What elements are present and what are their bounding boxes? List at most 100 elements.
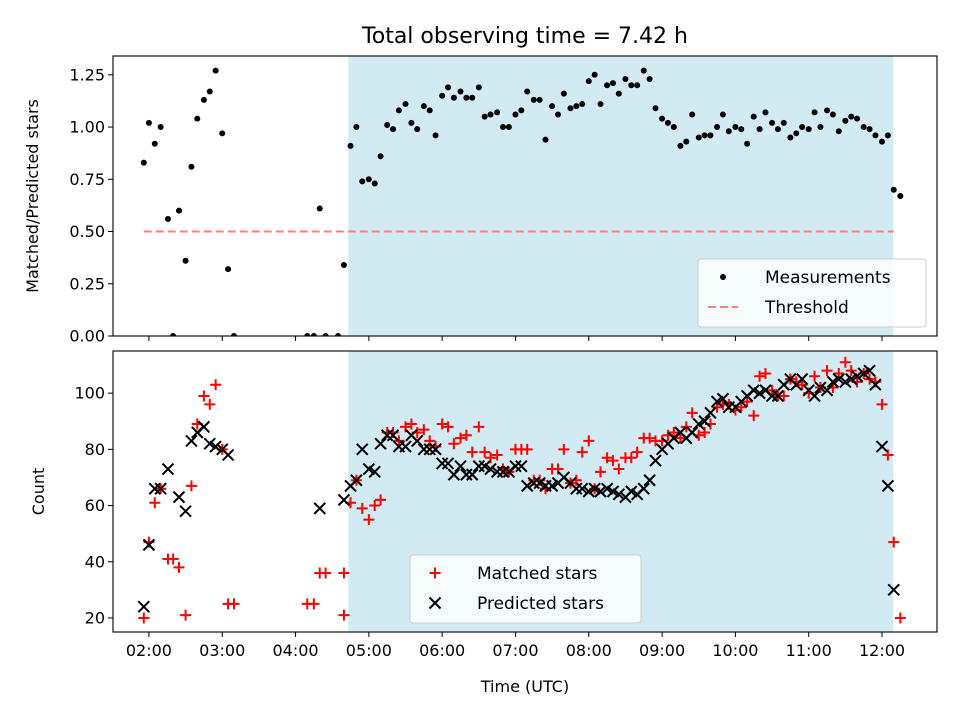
- data-point: [622, 75, 629, 82]
- data-point: [520, 479, 534, 493]
- data-point: [442, 421, 454, 433]
- data-point: [585, 78, 592, 85]
- data-point: [500, 124, 507, 131]
- data-point: [368, 465, 381, 479]
- data-point: [380, 429, 394, 442]
- data-point: [527, 476, 541, 490]
- data-point: [353, 124, 360, 131]
- data-point: [182, 257, 189, 264]
- data-point: [347, 142, 354, 149]
- y-tick-label: 0.50: [69, 222, 105, 241]
- data-point: [714, 124, 721, 131]
- data-point: [824, 107, 831, 114]
- x-tick-label: 02:00: [126, 641, 172, 660]
- data-point: [496, 465, 510, 479]
- data-point: [890, 186, 897, 193]
- data-point: [137, 600, 150, 613]
- data-point: [460, 468, 473, 481]
- data-point: [228, 598, 240, 610]
- data-point: [469, 94, 476, 101]
- data-point: [664, 119, 671, 126]
- data-point: [405, 418, 417, 430]
- y-tick-label: 1.25: [69, 65, 105, 84]
- data-point: [652, 105, 659, 112]
- data-point: [154, 482, 167, 495]
- data-point: [778, 390, 790, 402]
- y-tick-label: 40: [85, 552, 105, 571]
- data-point: [420, 103, 427, 110]
- data-point: [417, 443, 431, 456]
- data-point: [897, 193, 904, 199]
- data-point: [304, 333, 311, 336]
- data-point: [750, 113, 757, 120]
- legend: Matched stars Predicted stars: [409, 554, 642, 624]
- data-point: [466, 468, 479, 481]
- data-point: [805, 126, 812, 133]
- data-point: [583, 435, 595, 447]
- legend-box: [697, 258, 927, 328]
- data-point: [138, 612, 150, 624]
- data-point: [320, 567, 332, 579]
- data-point: [854, 115, 861, 122]
- data-point: [175, 207, 182, 214]
- data-point: [842, 117, 849, 124]
- data-point: [701, 132, 708, 139]
- data-point: [634, 82, 641, 89]
- data-point: [595, 466, 607, 478]
- x-axis: 02:00 03:00 04:00 05:00 06:00 07:00 08:00 09:00…: [126, 632, 905, 660]
- data-point: [479, 446, 491, 458]
- data-point: [463, 94, 470, 101]
- legend-label: Predicted stars: [477, 594, 604, 614]
- data-point: [604, 82, 611, 89]
- data-point: [487, 111, 494, 118]
- data-point: [601, 452, 613, 464]
- data-point: [848, 113, 855, 120]
- data-point: [481, 113, 488, 120]
- data-point: [164, 215, 171, 222]
- data-point: [888, 536, 900, 548]
- x-tick-label: 06:00: [419, 641, 465, 660]
- data-point: [210, 379, 222, 391]
- data-point: [821, 365, 833, 377]
- data-point: [338, 567, 350, 579]
- data-point: [518, 107, 525, 114]
- data-point: [668, 426, 680, 438]
- data-point: [335, 333, 342, 336]
- data-point: [338, 609, 350, 621]
- data-point: [322, 333, 329, 336]
- data-point: [429, 443, 442, 456]
- data-point: [809, 370, 821, 382]
- data-point: [384, 121, 391, 128]
- data-point: [408, 119, 415, 126]
- data-point: [875, 440, 889, 453]
- data-point: [573, 103, 580, 110]
- data-point: [683, 138, 690, 145]
- data-point: [363, 514, 375, 526]
- x-tick-label: 05:00: [346, 641, 392, 660]
- data-point: [140, 159, 147, 166]
- data-point: [148, 482, 161, 495]
- data-point: [863, 364, 876, 377]
- data-point: [197, 420, 211, 434]
- data-point: [704, 406, 717, 420]
- data-point: [615, 90, 622, 97]
- data-point: [869, 378, 882, 391]
- data-point: [707, 132, 714, 139]
- data-point: [447, 468, 461, 481]
- data-point: [799, 124, 806, 131]
- legend-swatch: [429, 567, 441, 579]
- data-point: [780, 119, 787, 126]
- data-point: [445, 84, 452, 91]
- data-point: [180, 609, 192, 621]
- data-point: [748, 410, 760, 422]
- legend-swatch: [428, 596, 442, 610]
- data-point: [221, 448, 235, 462]
- data-point: [576, 446, 588, 458]
- data-point: [390, 126, 397, 133]
- data-point: [796, 379, 808, 391]
- legend-label: Matched stars: [477, 564, 597, 584]
- data-point: [879, 138, 886, 145]
- y-tick-label: 100: [74, 384, 105, 403]
- data-point: [829, 111, 836, 118]
- series-predicted-stars: [137, 364, 900, 613]
